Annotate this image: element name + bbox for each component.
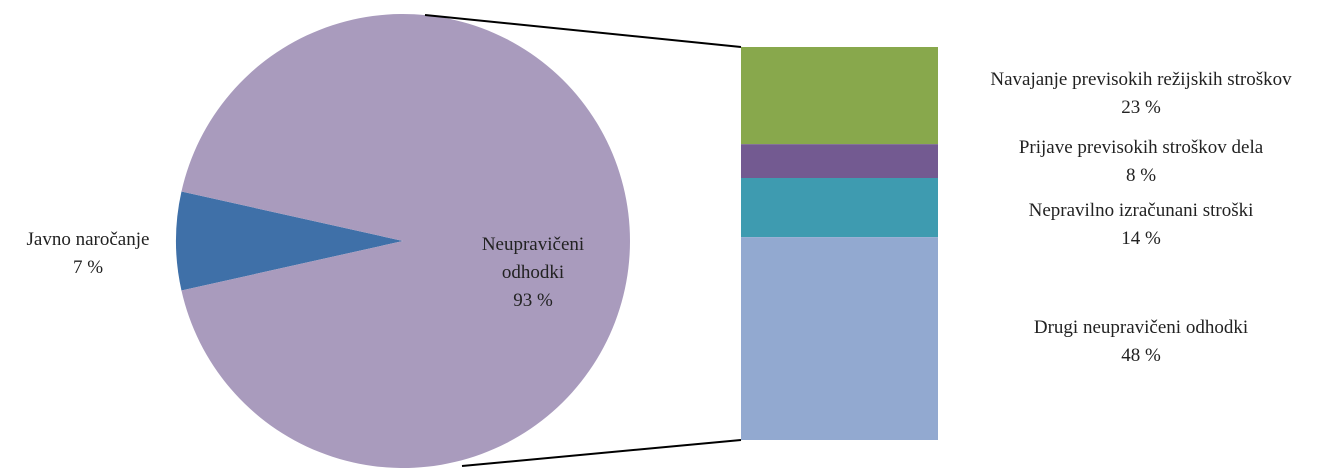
- label-value: 7 %: [72, 257, 104, 278]
- label-value: 8 %: [1125, 165, 1157, 186]
- label-value: 48 %: [1121, 345, 1161, 366]
- label-name: Prijave previsokih stroškov dela: [1018, 137, 1264, 158]
- label-name: Nepravilno izračunani stroški: [1028, 200, 1254, 221]
- pie-label: Neupravičeni odhodki 93 %: [468, 231, 598, 315]
- bar-label: Nepravilno izračunani stroški 14 %: [1029, 197, 1254, 253]
- label-value: 14 %: [1121, 228, 1161, 249]
- label-name: Navajanje previsokih režijskih stroškov: [990, 69, 1292, 90]
- bar-segment: [741, 178, 938, 238]
- bar-segment: [741, 144, 938, 178]
- pie-slice: [175, 191, 403, 291]
- pie-slice: [181, 13, 630, 468]
- connector-line: [461, 439, 742, 467]
- bar-segment: [741, 237, 938, 440]
- connector-line: [424, 14, 742, 48]
- label-value: 23 %: [1121, 97, 1161, 118]
- bar-label: Navajanje previsokih režijskih stroškov 2…: [990, 66, 1291, 122]
- label-name: Neupravičeni odhodki: [481, 234, 585, 283]
- bar-segment: [741, 47, 938, 145]
- label-value: 93 %: [513, 290, 553, 311]
- bar-label: Prijave previsokih stroškov dela 8 %: [1019, 134, 1263, 190]
- label-name: Javno naročanje: [26, 229, 150, 250]
- bar-label: Drugi neupravičeni odhodki 48 %: [1034, 314, 1248, 370]
- pie-label: Javno naročanje 7 %: [27, 226, 150, 282]
- label-name: Drugi neupravičeni odhodki: [1033, 317, 1249, 338]
